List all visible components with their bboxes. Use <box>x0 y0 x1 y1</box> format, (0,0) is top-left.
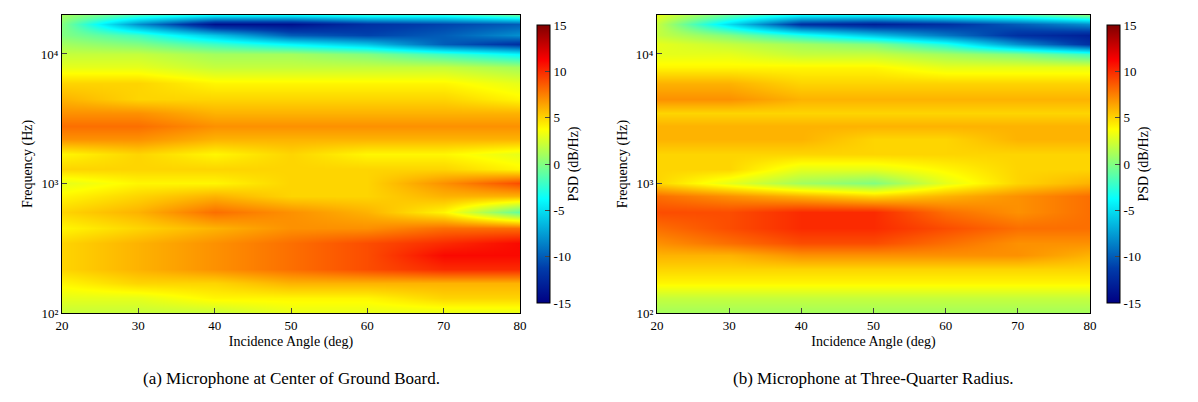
svg-text:30: 30 <box>132 318 145 333</box>
svg-text:10³: 10³ <box>636 176 653 191</box>
svg-text:5: 5 <box>554 110 561 125</box>
svg-text:10: 10 <box>1124 64 1137 79</box>
svg-text:10⁴: 10⁴ <box>636 47 654 62</box>
svg-text:Incidence Angle (deg): Incidence Angle (deg) <box>229 334 354 350</box>
svg-text:0: 0 <box>1124 157 1131 172</box>
svg-text:10: 10 <box>554 64 567 79</box>
svg-text:50: 50 <box>285 318 298 333</box>
svg-text:-15: -15 <box>1124 296 1141 311</box>
svg-text:-5: -5 <box>1124 203 1135 218</box>
svg-text:5: 5 <box>1124 110 1131 125</box>
svg-text:10⁴: 10⁴ <box>41 47 59 62</box>
svg-text:-15: -15 <box>554 296 571 311</box>
svg-text:20: 20 <box>651 318 664 333</box>
svg-text:Frequency (Hz): Frequency (Hz) <box>20 120 36 209</box>
svg-text:30: 30 <box>723 318 736 333</box>
svg-text:10²: 10² <box>636 306 653 321</box>
svg-text:40: 40 <box>208 318 221 333</box>
svg-text:-10: -10 <box>1124 249 1141 264</box>
svg-text:80: 80 <box>514 318 527 333</box>
svg-text:PSD (dB/Hz): PSD (dB/Hz) <box>566 126 582 201</box>
svg-text:10²: 10² <box>41 306 58 321</box>
svg-text:Incidence Angle (deg): Incidence Angle (deg) <box>811 334 936 350</box>
svg-text:20: 20 <box>56 318 69 333</box>
svg-text:(a) Microphone at Center of Gr: (a) Microphone at Center of Ground Board… <box>143 369 440 388</box>
svg-text:60: 60 <box>361 318 374 333</box>
svg-text:(b) Microphone at Three-Quarte: (b) Microphone at Three-Quarter Radius. <box>733 369 1014 388</box>
svg-text:50: 50 <box>867 318 880 333</box>
svg-text:80: 80 <box>1084 318 1097 333</box>
svg-text:15: 15 <box>1124 18 1137 33</box>
svg-text:40: 40 <box>795 318 808 333</box>
svg-text:-10: -10 <box>554 249 571 264</box>
svg-text:PSD (dB/Hz): PSD (dB/Hz) <box>1136 126 1152 201</box>
svg-text:70: 70 <box>437 318 450 333</box>
svg-text:-5: -5 <box>554 203 565 218</box>
svg-text:10³: 10³ <box>41 176 58 191</box>
svg-text:15: 15 <box>554 18 567 33</box>
svg-text:70: 70 <box>1011 318 1024 333</box>
svg-text:Frequency (Hz): Frequency (Hz) <box>615 120 631 209</box>
svg-text:60: 60 <box>939 318 952 333</box>
svg-text:0: 0 <box>554 157 561 172</box>
